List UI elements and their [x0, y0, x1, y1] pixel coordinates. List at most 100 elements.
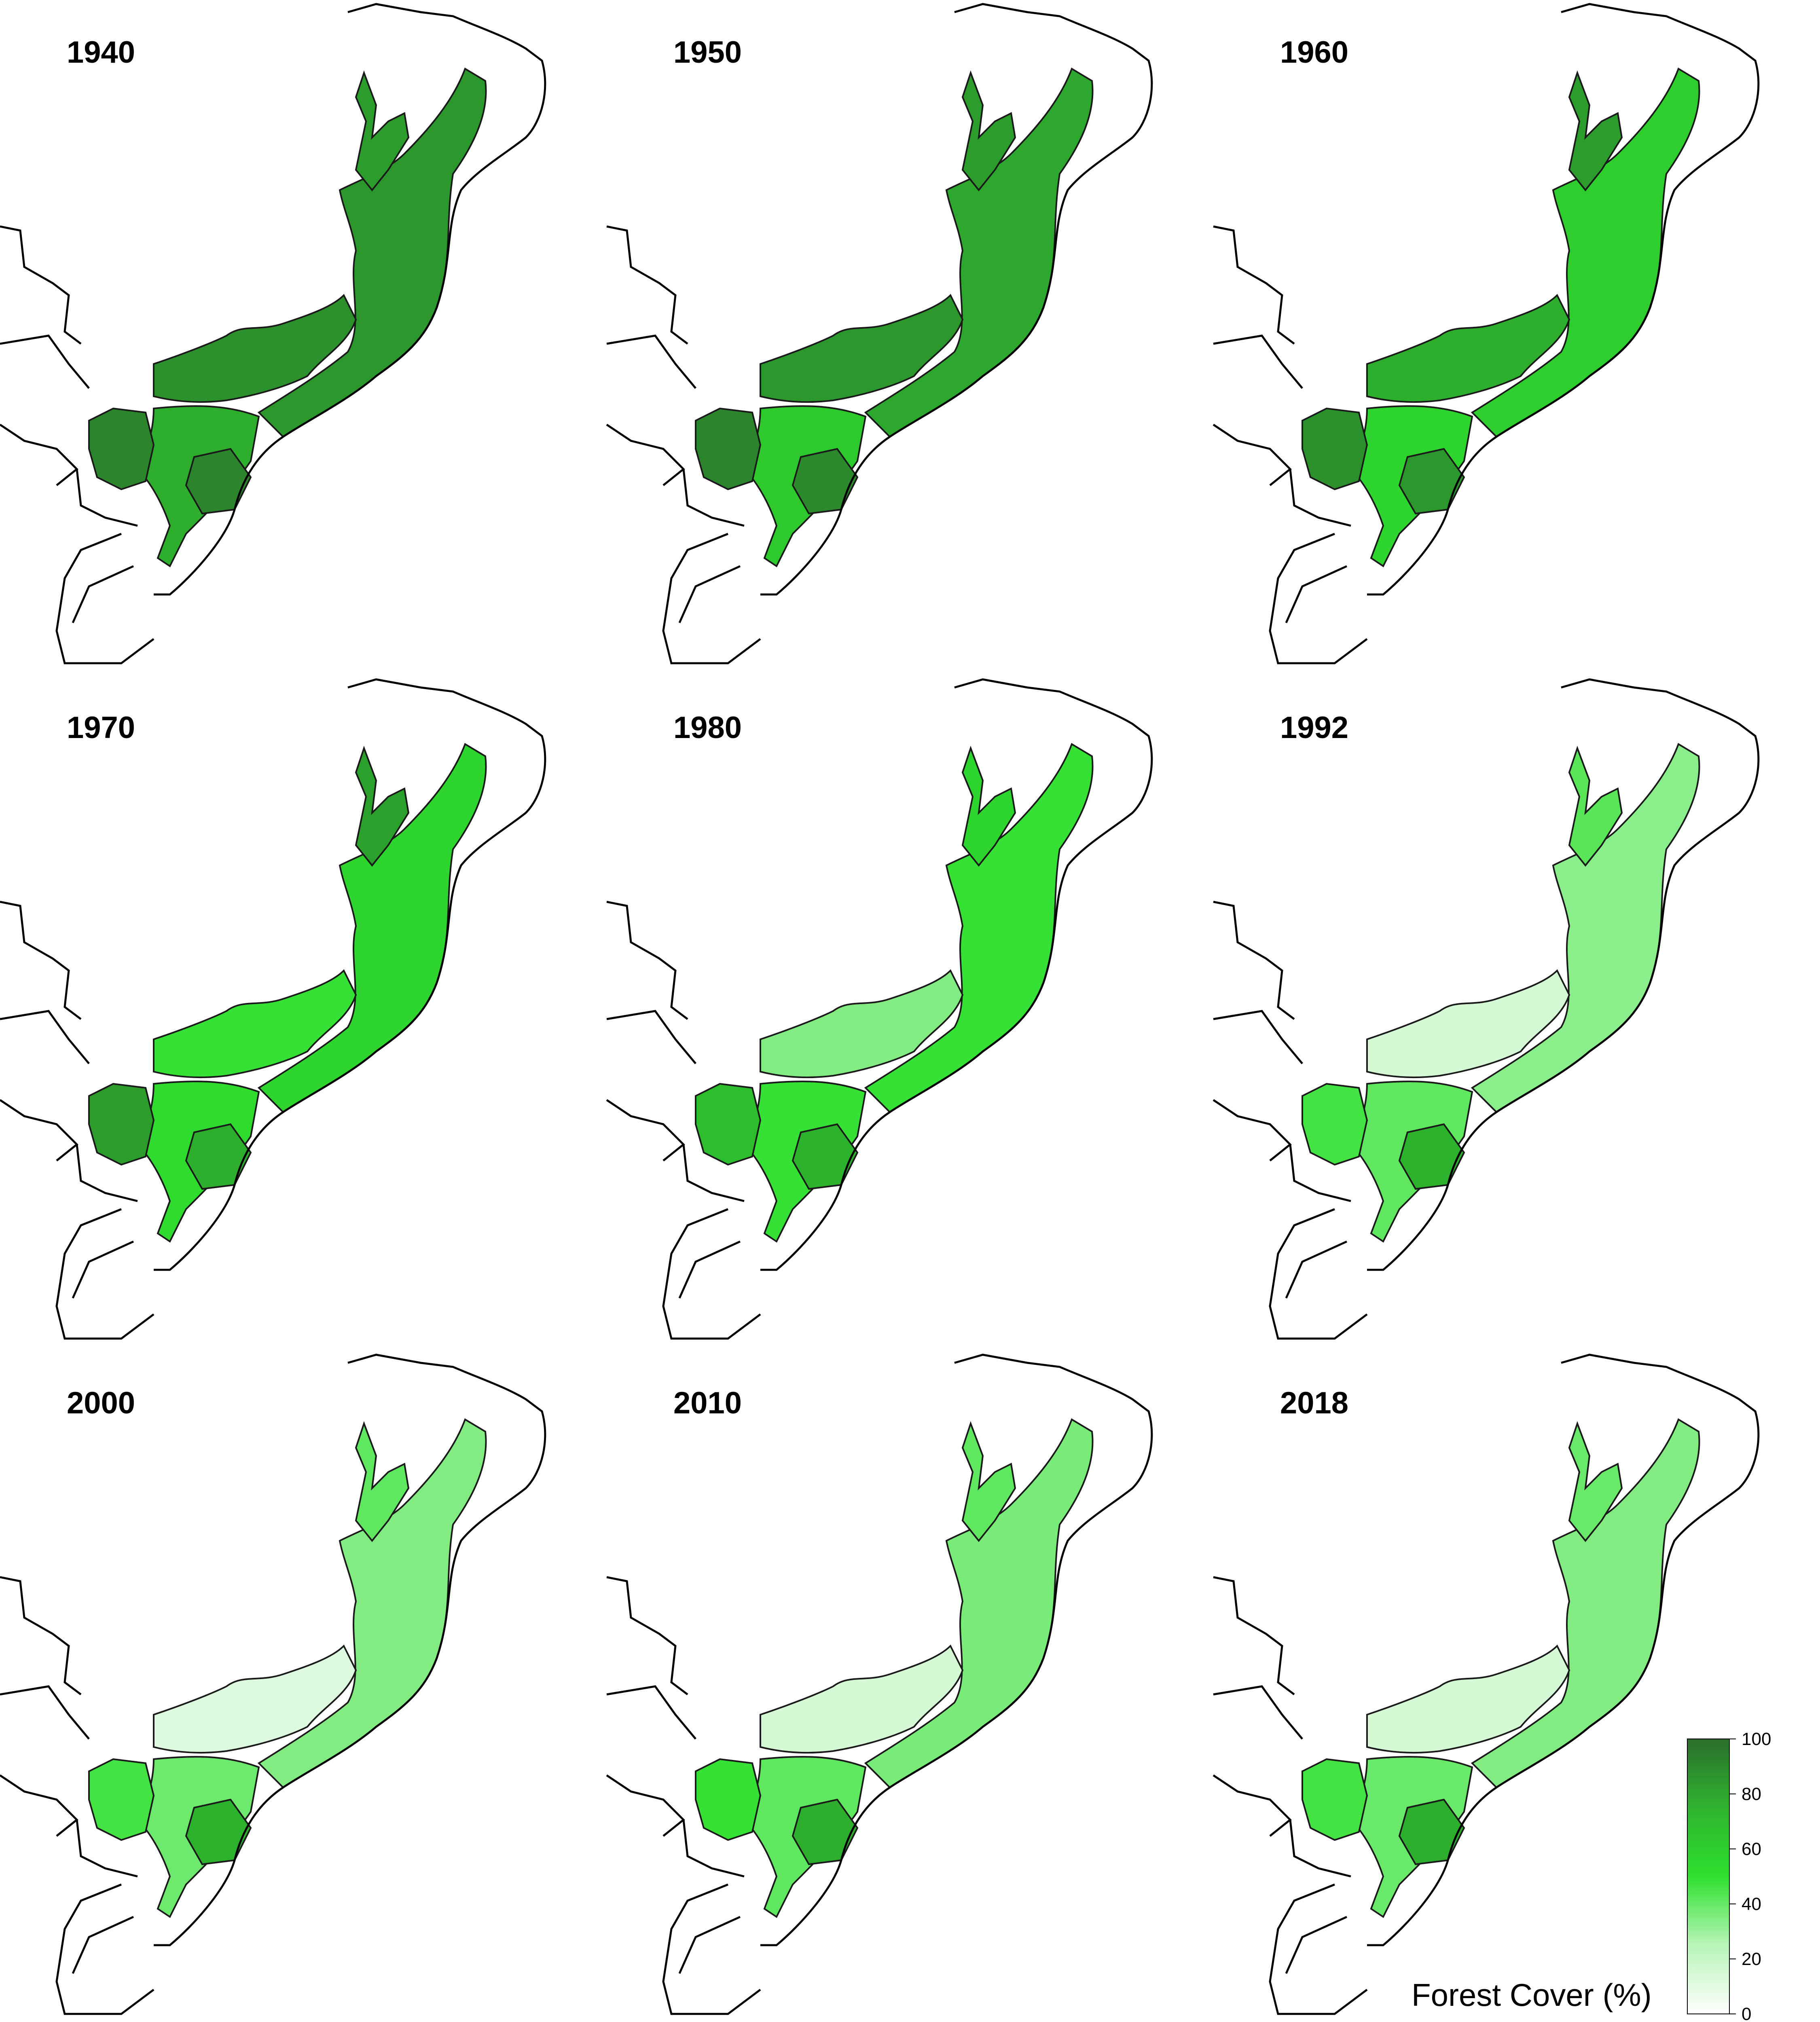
coastline	[1367, 678, 1760, 1271]
country-border	[1213, 423, 1292, 486]
country-border	[606, 901, 688, 1020]
forest-region-north	[355, 70, 410, 192]
country-border	[1213, 334, 1303, 389]
forest-region-north	[961, 70, 1016, 192]
forest-region-north	[355, 746, 410, 867]
forest-region-central	[1366, 1644, 1570, 1754]
forest-region-north	[355, 1421, 410, 1542]
country-border	[0, 225, 82, 345]
forest-region-north	[961, 746, 1016, 867]
country-border	[606, 334, 696, 389]
map-panel-2018: 2018	[1213, 1354, 1760, 2015]
country-border	[1213, 1685, 1303, 1740]
forest-region-central	[760, 294, 964, 403]
map-panel-1992: 1992	[1213, 678, 1760, 1340]
map-panel-2000: 2000	[0, 1354, 546, 2015]
forest-region-inland	[1302, 1758, 1368, 1841]
coastline	[154, 678, 546, 1271]
country-border	[0, 334, 90, 389]
forest-region-central	[153, 1644, 357, 1754]
country-border	[606, 1685, 696, 1740]
year-label: 1940	[67, 35, 135, 70]
coastline	[760, 3, 1153, 596]
forest-region-inland	[695, 407, 762, 491]
forest-region-north	[1568, 746, 1623, 867]
country-border	[1213, 1576, 1295, 1695]
country-border	[1285, 1916, 1348, 1974]
country-border	[1289, 1144, 1351, 1202]
coastline	[154, 1354, 546, 1946]
country-border	[0, 1685, 90, 1740]
country-border	[76, 1144, 138, 1202]
legend-title: Forest Cover (%)	[1412, 1977, 1652, 2013]
country-border	[1289, 1819, 1351, 1878]
map-panel-2010: 2010	[606, 1354, 1153, 2015]
map-panel-1950: 1950	[606, 3, 1153, 664]
coastline	[760, 1354, 1153, 1946]
country-border	[76, 1819, 138, 1878]
country-border	[1269, 1208, 1368, 1340]
country-border	[0, 423, 78, 486]
coastline	[760, 678, 1153, 1271]
year-label: 1992	[1280, 711, 1348, 745]
country-border	[678, 565, 741, 624]
country-border	[1269, 533, 1368, 664]
year-label: 1970	[67, 711, 135, 745]
country-border	[72, 565, 134, 624]
legend-colorbar	[1687, 1739, 1730, 2014]
year-label: 1950	[673, 35, 742, 70]
country-border	[0, 1774, 78, 1837]
country-border	[662, 1883, 761, 2015]
country-border	[1213, 1010, 1303, 1064]
country-border	[682, 1144, 745, 1202]
country-border	[1289, 469, 1351, 527]
country-border	[0, 1576, 82, 1695]
year-label: 1980	[673, 711, 742, 745]
forest-region-north	[1568, 1421, 1623, 1542]
forest-region-inland	[695, 1083, 762, 1166]
legend-tick-label: 20	[1742, 1949, 1761, 1969]
country-border	[0, 901, 82, 1020]
coastline	[1367, 3, 1760, 596]
forest-region-inland	[695, 1758, 762, 1841]
forest-region-north	[1568, 70, 1623, 192]
country-border	[678, 1240, 741, 1299]
country-border	[1213, 901, 1295, 1020]
country-border	[662, 533, 761, 664]
country-border	[55, 1883, 154, 2015]
country-border	[1213, 1099, 1292, 1161]
country-border	[606, 1774, 685, 1837]
country-border	[55, 1208, 154, 1340]
forest-region-central	[760, 1644, 964, 1754]
legend-tick-label: 100	[1742, 1729, 1771, 1749]
country-border	[606, 1576, 688, 1695]
country-border	[1213, 1774, 1292, 1837]
legend-tick-label: 80	[1742, 1784, 1761, 1804]
year-label: 1960	[1280, 35, 1348, 70]
country-border	[682, 1819, 745, 1878]
country-border	[1269, 1883, 1368, 2015]
legend-tick-label: 60	[1742, 1839, 1761, 1859]
country-border	[1213, 225, 1295, 345]
coastline	[154, 3, 546, 596]
country-border	[606, 225, 688, 345]
country-border	[0, 1010, 90, 1064]
country-border	[76, 469, 138, 527]
country-border	[55, 533, 154, 664]
year-label: 2010	[673, 1386, 742, 1420]
legend-tick-label: 0	[1742, 2004, 1751, 2022]
year-label: 2018	[1280, 1386, 1348, 1420]
forest-cover-legend: 100 80 60 40 20 0 Forest Cover (%)	[1412, 1729, 1771, 2022]
year-label: 2000	[67, 1386, 135, 1420]
forest-region-central	[1366, 969, 1570, 1079]
country-border	[1285, 1240, 1348, 1299]
forest-region-inland	[88, 1758, 155, 1841]
country-border	[678, 1916, 741, 1974]
forest-region-inland	[88, 407, 155, 491]
forest-region-inland	[88, 1083, 155, 1166]
country-border	[682, 469, 745, 527]
forest-region-central	[1366, 294, 1570, 403]
country-border	[72, 1240, 134, 1299]
map-panel-1980: 1980	[606, 678, 1153, 1340]
